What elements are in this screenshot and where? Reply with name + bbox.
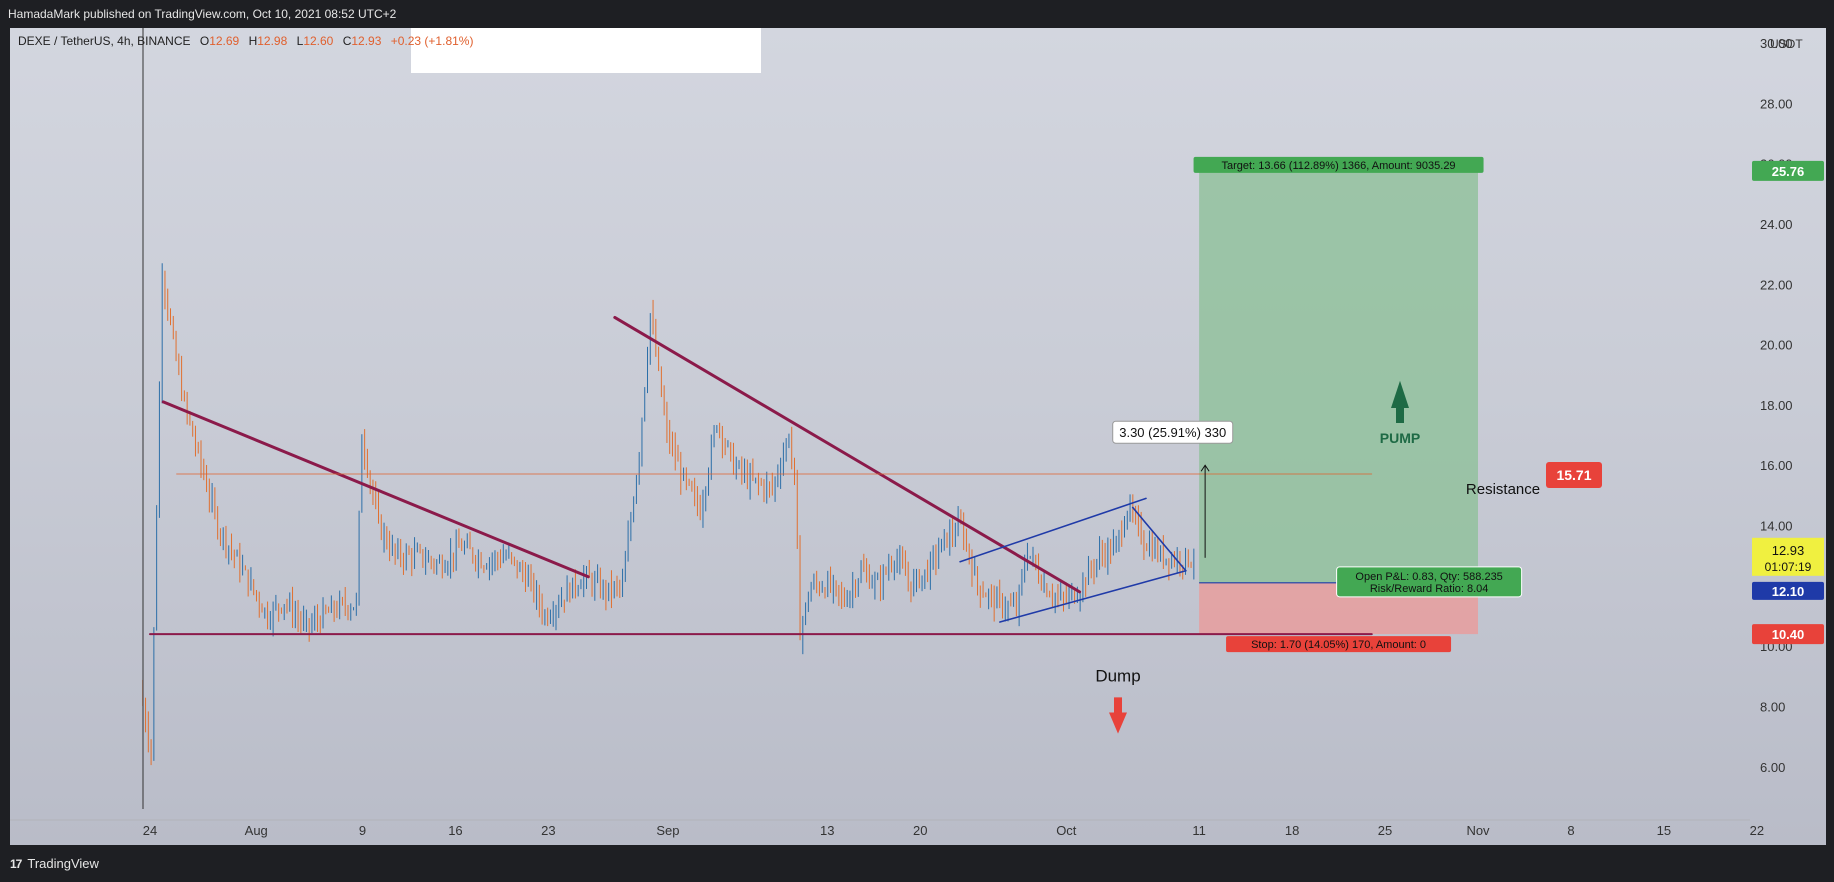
pump-arrow-icon xyxy=(1391,380,1409,424)
target-price-label-bg xyxy=(1752,160,1824,181)
wedge-upper-line xyxy=(1131,506,1187,572)
entry-price-label-bg xyxy=(1752,581,1824,600)
entry-price-label: 12.10 xyxy=(1772,584,1805,599)
x-tick-label: 13 xyxy=(820,823,834,838)
y-tick-label: 16.00 xyxy=(1760,458,1793,473)
x-tick-label: 9 xyxy=(359,823,366,838)
published-text: HamadaMark published on TradingView.com,… xyxy=(8,7,397,21)
published-header: HamadaMark published on TradingView.com,… xyxy=(0,0,1834,28)
open-label: O xyxy=(199,34,210,48)
target-label: Target: 13.66 (112.89%) 1366, Amount: 90… xyxy=(1222,160,1456,172)
y-tick-label: 22.00 xyxy=(1760,277,1793,292)
downtrend-2-line xyxy=(613,315,1082,594)
y-tick-label: 14.00 xyxy=(1760,519,1793,534)
pump-label: PUMP xyxy=(1380,430,1420,446)
x-tick-label: Sep xyxy=(656,823,679,838)
measure-box xyxy=(1112,420,1234,444)
annotations: 3.30 (25.91%) 330 Target: 13.66 (112.89%)… xyxy=(1095,156,1602,734)
low-label: L xyxy=(296,34,304,48)
target-box xyxy=(1193,156,1484,173)
channel-lower-line xyxy=(999,569,1187,623)
x-tick-label: 15 xyxy=(1657,823,1671,838)
open-value: 12.69 xyxy=(209,34,240,48)
y-tick-label: 28.00 xyxy=(1760,96,1793,111)
resistance-price-label: 15.71 xyxy=(1556,467,1591,483)
stop-label: Stop: 1.70 (14.05%) 170, Amount: 0 xyxy=(1251,639,1426,651)
x-tick-label: 25 xyxy=(1378,823,1392,838)
y-tick-label: 24.00 xyxy=(1760,217,1793,232)
pnl-box xyxy=(1336,566,1523,598)
x-tick-label: 18 xyxy=(1285,823,1299,838)
x-tick-label: Nov xyxy=(1466,823,1490,838)
x-tick-label: 8 xyxy=(1567,823,1574,838)
current-price-label: 12.93 xyxy=(1772,543,1805,558)
footer-bar: 17 TradingView xyxy=(0,845,1834,882)
y-unit-label: USDT xyxy=(1770,37,1803,51)
target-price-label: 25.76 xyxy=(1772,164,1805,179)
brand-name[interactable]: TradingView xyxy=(27,856,99,871)
current-price-bg xyxy=(1752,537,1824,576)
measure-label: 3.30 (25.91%) 330 xyxy=(1119,425,1226,440)
x-tick-label: 20 xyxy=(913,823,927,838)
dump-label: Dump xyxy=(1095,666,1140,685)
position-zones xyxy=(1199,170,1478,635)
resistance-price-bg xyxy=(1546,461,1602,488)
downtrend-1-line xyxy=(161,400,590,579)
y-tick-label: 30.00 xyxy=(1760,36,1793,51)
y-tick-label: 20.00 xyxy=(1760,338,1793,353)
x-tick-label: Aug xyxy=(245,823,268,838)
x-tick-label: 22 xyxy=(1750,823,1764,838)
low-value: 12.60 xyxy=(303,34,334,48)
y-tick-label: 6.00 xyxy=(1760,760,1785,775)
x-tick-label: 24 xyxy=(143,823,157,838)
stop-box xyxy=(1226,636,1452,653)
rr-label: Risk/Reward Ratio: 8.04 xyxy=(1370,583,1489,595)
x-tick-label: 16 xyxy=(448,823,462,838)
high-value: 12.98 xyxy=(257,34,288,48)
dump-arrow-icon xyxy=(1109,697,1127,734)
channel-upper-line xyxy=(959,497,1147,563)
close-value: 12.93 xyxy=(351,34,382,48)
countdown-label: 01:07:19 xyxy=(1765,560,1812,574)
close-label: C xyxy=(342,34,352,48)
measure-arrowhead xyxy=(1200,464,1210,472)
x-tick-label: Oct xyxy=(1056,823,1077,838)
change-value: +0.23 (+1.81%) xyxy=(390,34,474,48)
symbol-name: DEXE / TetherUS, 4h, BINANCE xyxy=(18,34,191,48)
pnl-label: Open P&L: 0.83, Qty: 588.235 xyxy=(1355,571,1502,583)
symbol-legend: DEXE / TetherUS, 4h, BINANCE O12.69 H12.… xyxy=(18,34,473,48)
y-tick-label: 18.00 xyxy=(1760,398,1793,413)
stop-price-label-bg xyxy=(1752,624,1824,645)
profit-zone xyxy=(1199,170,1478,583)
chart-area[interactable] xyxy=(10,28,1826,845)
candles xyxy=(142,28,1195,809)
drawn-lines xyxy=(149,315,1373,636)
x-tick-label: 11 xyxy=(1192,823,1206,838)
stop-price-label: 10.40 xyxy=(1772,627,1805,642)
y-tick-label: 8.00 xyxy=(1760,699,1785,714)
axes: 6.008.0010.0012.0014.0016.0018.0020.0022… xyxy=(10,36,1824,838)
tradingview-logo-icon[interactable]: 17 xyxy=(10,856,22,871)
x-tick-label: 23 xyxy=(541,823,555,838)
resistance-label: Resistance xyxy=(1466,481,1540,498)
overlay-panel xyxy=(411,28,761,73)
high-label: H xyxy=(248,34,258,48)
